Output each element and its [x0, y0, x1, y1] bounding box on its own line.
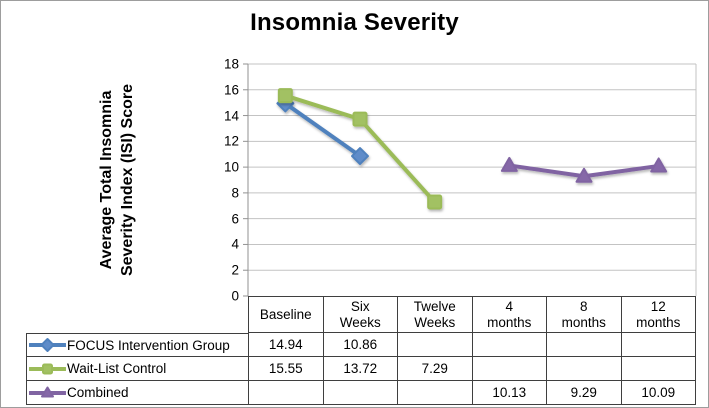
y-tick-label-2: 2	[231, 262, 239, 278]
table-cell	[621, 357, 696, 381]
series-combined	[500, 156, 668, 183]
y-tick-label-6: 6	[231, 211, 239, 227]
y-axis-title-line-1: Average Total Insomnia	[98, 90, 115, 270]
y-tick-label-18: 18	[223, 56, 239, 72]
series-focus-intervention-group	[276, 94, 369, 166]
y-tick-label-12: 12	[223, 133, 239, 149]
legend-key-square-icon	[29, 363, 66, 374]
table-cell: 9.29	[547, 381, 622, 405]
table-cell: 13.72	[323, 357, 398, 381]
table-cell: 10.09	[621, 381, 696, 405]
legend-label: Wait-List Control	[67, 361, 167, 376]
square-marker	[427, 194, 443, 210]
square-marker	[352, 111, 368, 127]
legend-row-focus-intervention-group: FOCUS Intervention Group	[27, 333, 249, 357]
legend-key-diamond-icon	[29, 338, 66, 352]
table-cell	[621, 333, 696, 357]
x-axis-category-header-row: Baseline Six Weeks Twelve Weeks 4 months 8 m…	[248, 296, 696, 333]
x-category-12-months: 12 months	[621, 297, 696, 333]
data-table: FOCUS Intervention Group 14.94 10.86 Wait-L…	[26, 333, 696, 405]
series-line-wait-list-control	[283, 93, 437, 205]
y-tick-label-8: 8	[231, 185, 239, 201]
legend-row-wait-list-control: Wait-List Control	[27, 357, 249, 381]
legend-key-triangle-icon	[29, 386, 66, 397]
series-wait-list-control	[277, 88, 443, 210]
y-axis-title-line-2: Severity Index (ISI) Score	[119, 83, 136, 277]
table-cell: 15.55	[249, 357, 324, 381]
table-cell	[472, 357, 547, 381]
table-cell: 14.94	[249, 333, 324, 357]
table-cell	[398, 333, 473, 357]
table-cell: 10.86	[323, 333, 398, 357]
triangle-marker	[650, 157, 668, 173]
table-cell	[547, 357, 622, 381]
table-cell	[547, 333, 622, 357]
diamond-marker	[276, 94, 295, 113]
y-tick-label-0: 0	[231, 288, 239, 304]
table-cell	[323, 381, 398, 405]
legend-row-combined: Combined	[27, 381, 249, 405]
table-cell	[398, 381, 473, 405]
series-line-combined	[507, 163, 661, 179]
x-category-4-months: 4 months	[472, 297, 547, 333]
y-axis-title: Average Total Insomnia Severity Index (I…	[96, 20, 140, 340]
series-line-focus-intervention-group	[283, 101, 362, 159]
x-category-8-months: 8 months	[547, 297, 622, 333]
table-cell: 10.13	[472, 381, 547, 405]
legend-label: Combined	[67, 385, 129, 400]
x-category-twelve-weeks: Twelve Weeks	[398, 297, 473, 333]
y-tick-label-4: 4	[231, 236, 239, 252]
chart-title: Insomnia Severity	[250, 9, 459, 36]
square-marker	[42, 363, 53, 374]
table-cell	[249, 381, 324, 405]
y-tick-label-16: 16	[223, 82, 239, 98]
x-category-six-weeks: Six Weeks	[323, 297, 398, 333]
table-cell: 7.29	[398, 357, 473, 381]
table-cell	[472, 333, 547, 357]
y-tick-label-10: 10	[223, 159, 239, 175]
square-marker	[277, 88, 293, 104]
x-category-baseline: Baseline	[249, 297, 324, 333]
diamond-marker	[351, 147, 369, 166]
y-tick-label-14: 14	[223, 108, 239, 124]
triangle-marker	[575, 167, 593, 183]
triangle-marker	[500, 156, 518, 172]
diamond-marker	[40, 338, 55, 352]
legend-label: FOCUS Intervention Group	[67, 337, 230, 353]
triangle-marker	[41, 386, 54, 397]
